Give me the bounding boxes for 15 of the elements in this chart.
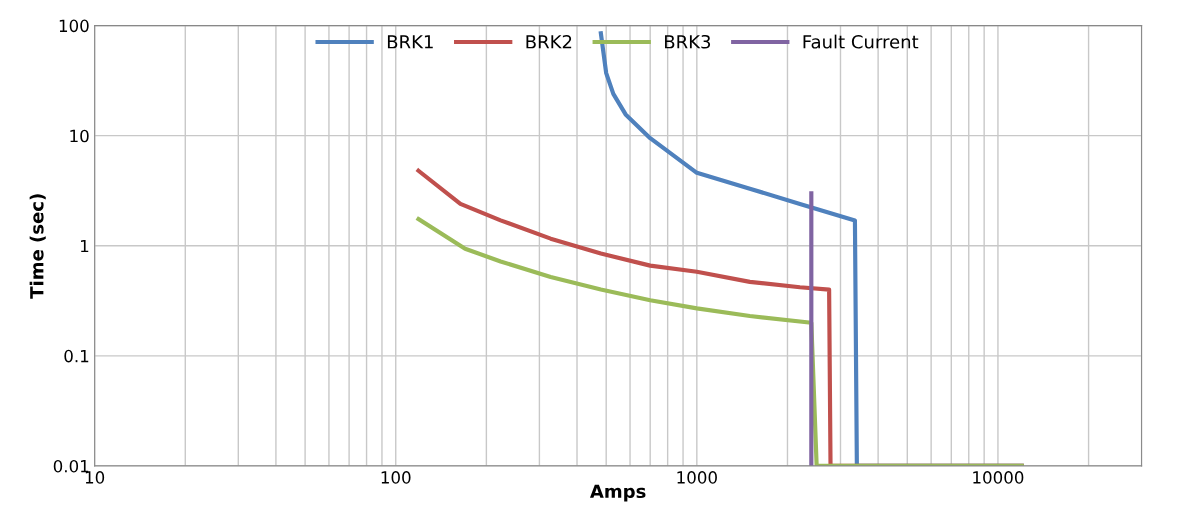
- legend-label: BRK1: [387, 35, 433, 49]
- y-axis-title: Time (sec): [29, 194, 46, 299]
- y-tick-label: 1: [81, 239, 89, 253]
- x-tick-label: 10: [85, 471, 105, 484]
- y-tick-label: 0.1: [64, 349, 89, 363]
- x-tick-label: 1000: [677, 471, 717, 484]
- x-axis-title: Amps: [589, 484, 646, 502]
- y-tick-label: 0.01: [53, 459, 89, 473]
- legend-label: BRK3: [665, 34, 711, 49]
- x-tick-label: 10000: [973, 471, 1024, 484]
- x-tick-label: 100: [381, 471, 411, 484]
- y-tick-label: 10: [70, 129, 89, 143]
- legend-label: Fault Current: [803, 34, 919, 49]
- legend-label: BRK2: [526, 34, 572, 49]
- y-tick-label: 100: [59, 19, 89, 33]
